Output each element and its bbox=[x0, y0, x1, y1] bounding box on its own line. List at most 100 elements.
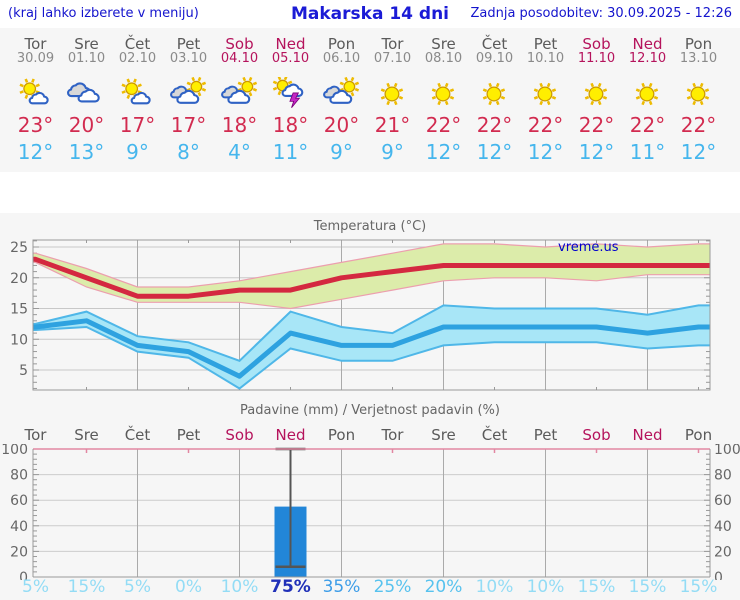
low-temp-label: 12° bbox=[680, 140, 717, 164]
precip-prob-label: 15% bbox=[67, 577, 106, 597]
day-date-label: 08.10 bbox=[424, 51, 463, 66]
precip-day-cell: Ned bbox=[265, 425, 316, 444]
high-temp-label: 17° bbox=[119, 113, 156, 137]
high-temp-cell: 22° bbox=[418, 114, 469, 136]
svg-text:40: 40 bbox=[10, 519, 28, 535]
low-temp-cell: 12° bbox=[418, 141, 469, 163]
last-update-text: Zadnja posodobitev: 30.09.2025 - 12:26 bbox=[470, 6, 732, 21]
low-temp-label: 12° bbox=[425, 140, 462, 164]
precip-prob-cell: 5% bbox=[10, 577, 61, 597]
day-column-header: Čet 09.10 bbox=[469, 36, 520, 66]
low-temp-label: 12° bbox=[476, 140, 513, 164]
day-column-header: Čet 02.10 bbox=[112, 36, 163, 66]
precip-day-label: Tor bbox=[381, 426, 404, 444]
precip-day-cell: Pon bbox=[673, 425, 724, 444]
precip-prob-cell: 20% bbox=[418, 577, 469, 597]
precip-day-label: Ned bbox=[632, 426, 663, 444]
precipitation-chart-title: Padavine (mm) / Verjetnost padavin (%) bbox=[240, 403, 500, 418]
precip-prob-cell: 10% bbox=[469, 577, 520, 597]
high-temp-cell: 21° bbox=[367, 114, 418, 136]
precip-prob-label: 75% bbox=[270, 577, 311, 597]
high-temp-label: 22° bbox=[527, 113, 564, 137]
high-temp-label: 17° bbox=[170, 113, 207, 137]
temperature-chart: 5 10 15 20 25 bbox=[0, 238, 740, 393]
high-temp-cell: 22° bbox=[520, 114, 571, 136]
svg-text:15: 15 bbox=[10, 302, 28, 318]
day-header-row: Tor 30.09 Sre 01.10 Čet 02.10 Pet 03.10 … bbox=[0, 36, 740, 66]
cloud-sun-icon bbox=[220, 77, 257, 104]
high-temp-cell: 23° bbox=[10, 114, 61, 136]
day-column-header: Sob 11.10 bbox=[571, 36, 622, 66]
precip-prob-cell: 75% bbox=[265, 577, 316, 597]
low-temp-cell: 13° bbox=[61, 141, 112, 163]
day-column-header: Sre 08.10 bbox=[418, 36, 469, 66]
weather-icon-cell bbox=[265, 68, 316, 111]
high-temp-label: 21° bbox=[374, 113, 411, 137]
low-temp-label: 8° bbox=[177, 140, 200, 164]
precip-prob-label: 35% bbox=[322, 577, 361, 597]
high-temp-label: 18° bbox=[272, 113, 309, 137]
day-column-header: Tor 07.10 bbox=[367, 36, 418, 66]
svg-text:20: 20 bbox=[10, 544, 28, 560]
menu-hint-text: (kraj lahko izberete v meniju) bbox=[8, 6, 199, 21]
high-temp-label: 20° bbox=[68, 113, 105, 137]
precip-prob-label: 25% bbox=[373, 577, 412, 597]
high-temp-label: 23° bbox=[17, 113, 54, 137]
svg-text:60: 60 bbox=[10, 493, 28, 509]
day-name-label: Čet bbox=[124, 35, 151, 53]
min-temperature-line bbox=[33, 318, 710, 379]
low-temp-cell: 8° bbox=[163, 141, 214, 163]
day-date-label: 09.10 bbox=[475, 51, 514, 66]
weather-icon-cell bbox=[214, 68, 265, 111]
low-temp-cell: 11° bbox=[265, 141, 316, 163]
day-column-header: Pet 10.10 bbox=[520, 36, 571, 66]
low-temp-label: 12° bbox=[527, 140, 564, 164]
cloud-sun-icon bbox=[322, 77, 359, 104]
forecast-strip: Tor 30.09 Sre 01.10 Čet 02.10 Pet 03.10 … bbox=[0, 28, 740, 172]
precip-day-label: Pet bbox=[176, 426, 201, 444]
low-temp-label: 9° bbox=[381, 140, 404, 164]
precip-day-label: Tor bbox=[24, 426, 47, 444]
precip-prob-label: 10% bbox=[220, 577, 259, 597]
high-temp-cell: 20° bbox=[316, 114, 367, 136]
high-temp-label: 22° bbox=[680, 113, 717, 137]
precip-day-row: Tor Sre Čet Pet Sob Ned Pon Tor Sre Čet Pet Sob Ned P… bbox=[0, 425, 740, 444]
high-temp-cell: 18° bbox=[265, 114, 316, 136]
day-column-header: Pon 06.10 bbox=[316, 36, 367, 66]
weather-icon-cell bbox=[316, 68, 367, 111]
high-temp-cell: 17° bbox=[112, 114, 163, 136]
low-temp-label: 12° bbox=[578, 140, 615, 164]
precip-prob-label: 15% bbox=[679, 577, 718, 597]
day-name-label: Pet bbox=[533, 35, 558, 53]
day-column-header: Ned 12.10 bbox=[622, 36, 673, 66]
day-column-header: Ned 05.10 bbox=[265, 36, 316, 66]
svg-text:10: 10 bbox=[10, 332, 28, 348]
high-temps-row: 23° 20° 17° 17° 18° 18° 20° 21° 22° 22° 22° 22° 22° 2… bbox=[0, 114, 740, 136]
day-column-header: Pet 03.10 bbox=[163, 36, 214, 66]
weather-icon-cell bbox=[112, 68, 163, 111]
svg-text:80: 80 bbox=[714, 468, 732, 484]
day-column-header: Pon 13.10 bbox=[673, 36, 724, 66]
precip-day-label: Sre bbox=[74, 426, 99, 444]
precip-prob-label: 5% bbox=[22, 577, 49, 597]
vreme-us-watermark-link[interactable]: vreme.us bbox=[558, 240, 619, 255]
high-temp-label: 22° bbox=[578, 113, 615, 137]
precip-day-label: Pet bbox=[533, 426, 558, 444]
precip-day-label: Pon bbox=[684, 426, 713, 444]
high-temp-cell: 22° bbox=[571, 114, 622, 136]
high-temp-cell: 17° bbox=[163, 114, 214, 136]
low-temp-label: 11° bbox=[272, 140, 309, 164]
page-title: Makarska 14 dni bbox=[290, 4, 450, 24]
weather-icon-cell bbox=[622, 68, 673, 111]
day-date-label: 06.10 bbox=[322, 51, 361, 66]
weather-icon-cell bbox=[520, 68, 571, 111]
sun-small-cloud-icon bbox=[18, 78, 49, 105]
precip-day-label: Čet bbox=[124, 426, 151, 444]
day-name-label: Sob bbox=[225, 35, 254, 53]
low-temp-cell: 11° bbox=[622, 141, 673, 163]
precip-prob-cell: 25% bbox=[367, 577, 418, 597]
sun-icon bbox=[431, 82, 454, 106]
precip-day-cell: Čet bbox=[469, 425, 520, 444]
precip-day-cell: Pet bbox=[520, 425, 571, 444]
weather-icon-cell bbox=[418, 68, 469, 111]
